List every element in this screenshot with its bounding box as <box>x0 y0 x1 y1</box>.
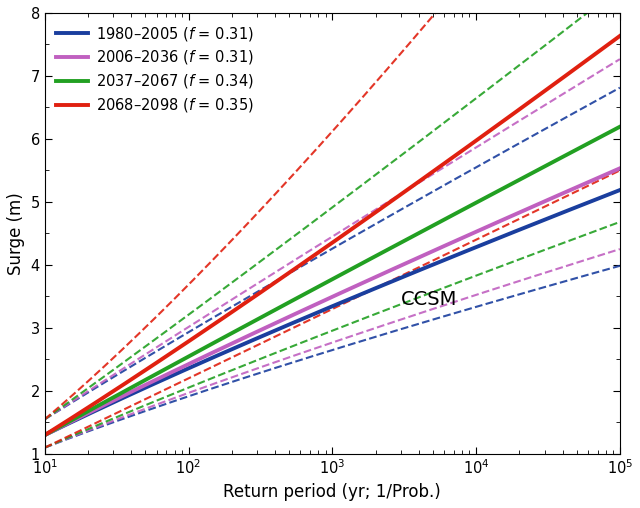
X-axis label: Return period (yr; 1/Prob.): Return period (yr; 1/Prob.) <box>223 483 441 501</box>
Text: CCSM: CCSM <box>401 290 458 309</box>
Legend: 1980–2005 ($f$ = 0.31), 2006–2036 ($f$ = 0.31), 2037–2067 ($f$ = 0.34), 2068–209: 1980–2005 ($f$ = 0.31), 2006–2036 ($f$ =… <box>52 20 258 118</box>
Y-axis label: Surge (m): Surge (m) <box>7 192 25 275</box>
